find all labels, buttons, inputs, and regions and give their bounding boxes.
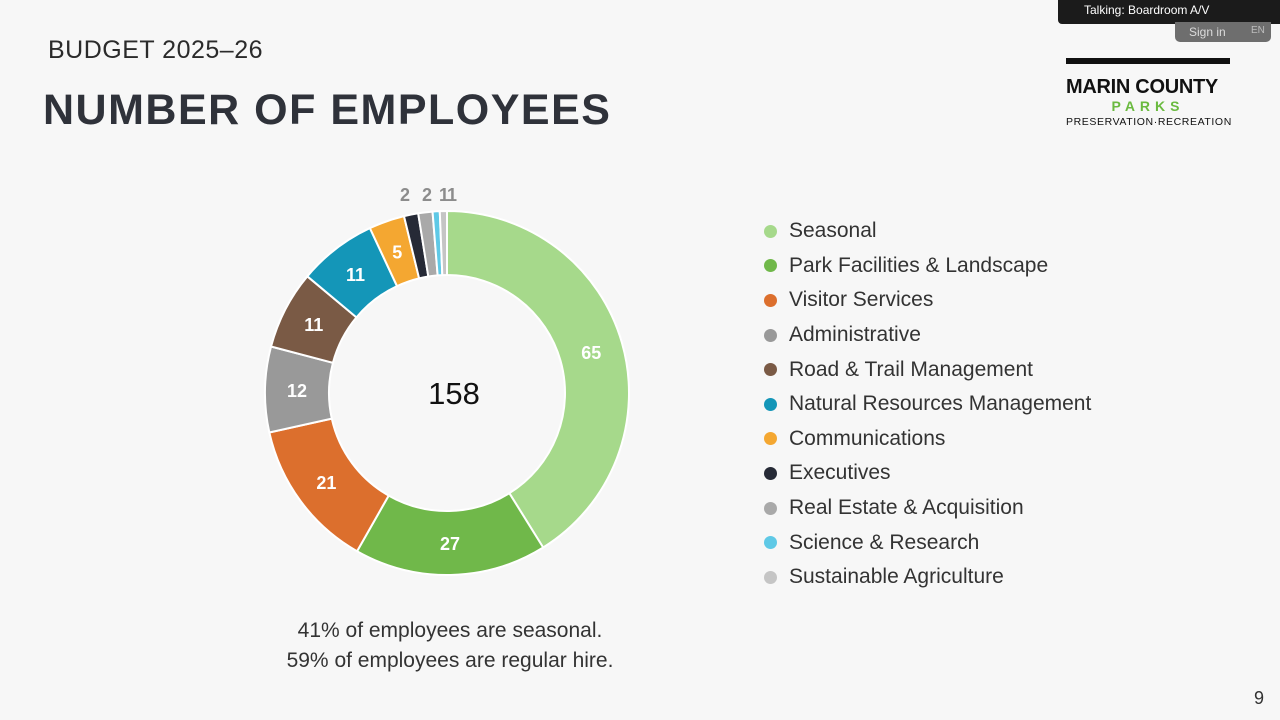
legend-label: Seasonal [789, 219, 877, 243]
slide-title: NUMBER OF EMPLOYEES [43, 86, 612, 134]
legend-label: Science & Research [789, 530, 980, 554]
legend-label: Natural Resources Management [789, 392, 1092, 416]
slice-seasonal [446, 209, 630, 549]
legend-item-seasonal: Seasonal [764, 214, 1091, 249]
legend-swatch [764, 259, 777, 273]
legend-label: Visitor Services [789, 288, 934, 312]
logo-bar [1066, 58, 1230, 64]
legend-swatch [764, 293, 777, 307]
legend-item-science-and-research: Science & Research [764, 525, 1091, 560]
legend-label: Park Facilities & Landscape [789, 253, 1049, 277]
legend-item-park-facilities-and-landscape: Park Facilities & Landscape [764, 249, 1091, 284]
legend-swatch [764, 536, 777, 550]
legend-label: Real Estate & Acquisition [789, 496, 1024, 520]
legend-item-administrative: Administrative [764, 318, 1091, 353]
legend-swatch [764, 466, 777, 480]
data-label-road-and-trail-management: 11 [304, 315, 323, 335]
total-employees-label: 158 [428, 376, 480, 411]
talking-indicator: Talking: Boardroom A/V [1084, 3, 1210, 17]
data-label-sustainable-agriculture: 1 [447, 185, 457, 205]
data-label-administrative: 12 [287, 381, 307, 401]
data-label-park-facilities-and-landscape: 27 [440, 534, 460, 554]
sign-in-label: Sign in [1189, 25, 1226, 39]
legend-swatch [764, 224, 777, 238]
logo-line-2: PARKS [1111, 98, 1185, 114]
language-label: EN [1251, 25, 1265, 36]
legend-swatch [764, 363, 777, 377]
legend-label: Communications [789, 426, 946, 450]
legend-swatch [764, 570, 777, 584]
data-label-executives: 2 [400, 185, 410, 205]
legend-swatch [764, 432, 777, 446]
legend-label: Executives [789, 461, 891, 485]
sign-in-button[interactable]: Sign in EN [1175, 22, 1271, 42]
seasonal-note: 41% of employees are seasonal. [297, 619, 603, 642]
legend-item-sustainable-agriculture: Sustainable Agriculture [764, 560, 1091, 595]
regular-hire-note: 59% of employees are regular hire. [286, 649, 614, 672]
meeting-status-bar: Talking: Boardroom A/V [1058, 0, 1280, 24]
data-label-natural-resources-management: 11 [346, 265, 365, 285]
slice-sustainable-agriculture [438, 209, 448, 277]
data-label-visitor-services: 21 [316, 473, 336, 493]
legend-swatch [764, 328, 777, 342]
legend-label: Administrative [789, 323, 921, 347]
legend-swatch [764, 397, 777, 411]
legend-item-real-estate-and-acquisition: Real Estate & Acquisition [764, 491, 1091, 526]
legend-item-natural-resources-management: Natural Resources Management [764, 387, 1091, 422]
legend-item-visitor-services: Visitor Services [764, 283, 1091, 318]
data-label-seasonal: 65 [581, 343, 601, 363]
legend-label: Sustainable Agriculture [789, 565, 1004, 589]
legend-item-road-and-trail-management: Road & Trail Management [764, 352, 1091, 387]
legend-item-communications: Communications [764, 422, 1091, 457]
slide-subtitle: BUDGET 2025–26 [48, 36, 263, 64]
logo-line-1: MARIN COUNTY [1066, 76, 1218, 98]
marin-county-parks-logo: MARIN COUNTY PARKS PRESERVATION·RECREATI… [1066, 58, 1232, 128]
logo-line-3: PRESERVATION·RECREATION [1066, 116, 1232, 128]
data-label-real-estate-and-acquisition: 2 [422, 185, 432, 205]
page-number: 9 [1254, 688, 1265, 708]
legend-swatch [764, 501, 777, 515]
data-label-science-and-research: 1 [439, 185, 449, 205]
legend-item-executives: Executives [764, 456, 1091, 491]
data-label-communications: 5 [392, 242, 402, 262]
legend-label: Road & Trail Management [789, 357, 1033, 381]
chart-legend: Seasonal Park Facilities & Landscape Visit… [764, 214, 1091, 595]
